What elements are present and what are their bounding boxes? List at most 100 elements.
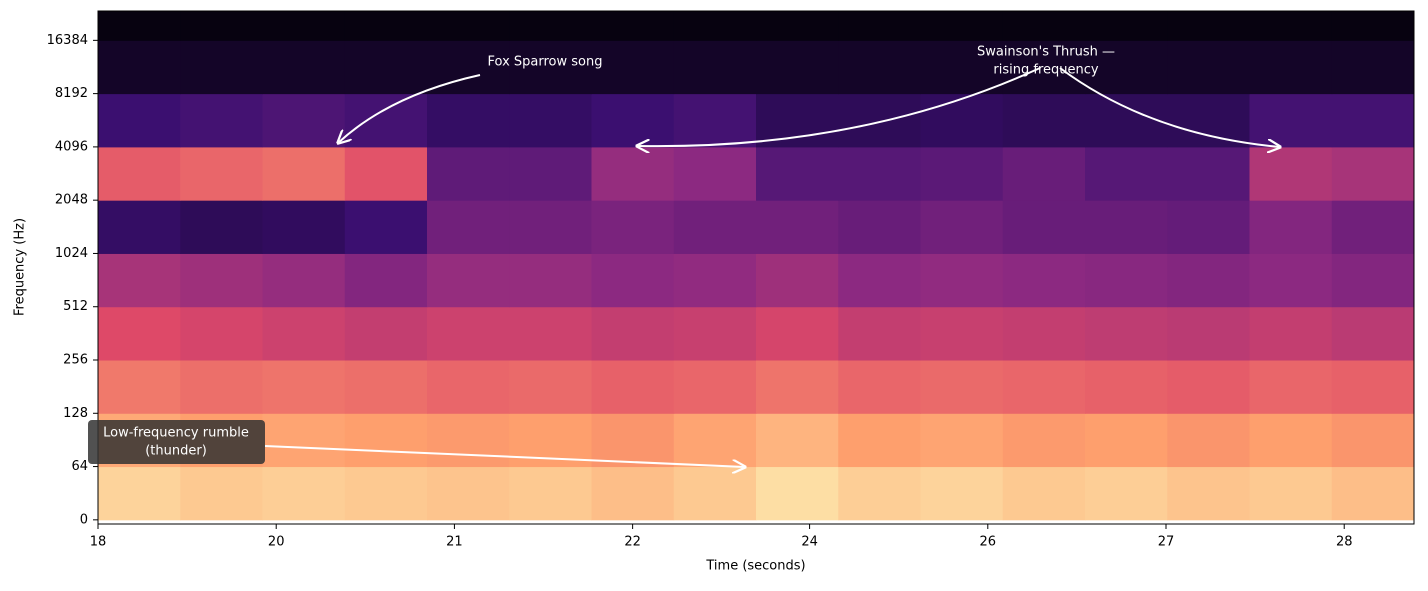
x-tick-label: 20	[268, 535, 285, 550]
spectrogram-cell	[1085, 40, 1168, 95]
spectrogram-cell	[509, 146, 592, 201]
spectrogram-cell	[673, 93, 757, 148]
spectrogram-cell	[98, 11, 181, 41]
spectrogram-cell	[180, 11, 263, 41]
spectrogram-cell	[180, 306, 263, 361]
spectrogram-cell	[98, 306, 181, 361]
spectrogram-cell	[838, 413, 921, 468]
spectrogram-cell	[920, 40, 1004, 95]
spectrogram-cell	[180, 360, 263, 414]
spectrogram-cell	[1249, 466, 1333, 521]
spectrogram-cell	[920, 253, 1004, 308]
spectrogram-cell	[262, 360, 346, 414]
spectrogram-cell	[1002, 93, 1086, 148]
spectrogram-cell	[1167, 360, 1250, 414]
spectrogram-cell	[838, 200, 921, 254]
spectrogram-cell	[509, 93, 592, 148]
spectrogram-cell	[838, 93, 921, 148]
spectrogram-cell	[838, 466, 921, 521]
spectrogram-cell	[920, 306, 1004, 361]
spectrogram-cell	[344, 93, 428, 148]
spectrogram-cell	[920, 413, 1004, 468]
y-axis-label: Frequency (Hz)	[13, 218, 28, 316]
spectrogram-cell	[1002, 200, 1086, 254]
x-tick-label: 24	[801, 535, 818, 550]
spectrogram-cell	[756, 11, 839, 41]
spectrogram-cell	[344, 40, 428, 95]
spectrogram-cell	[591, 146, 675, 201]
spectrogram-cell	[1331, 40, 1415, 95]
spectrogram-cell	[180, 466, 263, 521]
spectrogram-cell	[1167, 200, 1250, 254]
spectrogram-cell	[98, 360, 181, 414]
spectrogram-cell	[180, 146, 263, 201]
spectrogram-cell	[1085, 253, 1168, 308]
spectrogram-cell	[838, 40, 921, 95]
spectrogram-cell	[838, 360, 921, 414]
spectrogram-cell	[262, 413, 346, 468]
spectrogram-cell	[673, 413, 757, 468]
spectrogram-cell	[673, 360, 757, 414]
spectrogram-cell	[673, 11, 757, 41]
spectrogram-cell	[1002, 11, 1086, 41]
spectrogram-cell	[673, 253, 757, 308]
spectrogram-cell	[1331, 360, 1415, 414]
y-tick-label: 512	[63, 299, 88, 314]
spectrogram-cell	[427, 93, 510, 148]
y-tick-label: 1024	[55, 246, 88, 261]
arrow	[637, 67, 1041, 146]
spectrogram-cell	[1085, 360, 1168, 414]
spectrogram-cell	[509, 306, 592, 361]
spectrogram-cell	[756, 200, 839, 254]
spectrogram-cell	[1249, 306, 1333, 361]
spectrogram-cell	[673, 146, 757, 201]
spectrogram-cell	[591, 40, 675, 95]
spectrogram-cell	[920, 93, 1004, 148]
spectrogram-cell	[344, 253, 428, 308]
spectrogram-cell	[1085, 413, 1168, 468]
spectrogram-cell	[1085, 93, 1168, 148]
spectrogram-cell	[98, 253, 181, 308]
spectrogram-cell	[756, 253, 839, 308]
spectrogram-cell	[920, 360, 1004, 414]
spectrogram-cell	[1249, 253, 1333, 308]
spectrogram-cell	[262, 11, 346, 41]
spectrogram-cell	[1167, 253, 1250, 308]
spectrogram-cell	[1002, 360, 1086, 414]
annotation: (thunder)	[145, 444, 207, 459]
spectrogram-cell	[1085, 306, 1168, 361]
spectrogram-cell	[1167, 466, 1250, 521]
x-tick-label: 18	[90, 535, 107, 550]
x-tick-label: 22	[624, 535, 641, 550]
arrow	[1059, 67, 1280, 147]
spectrogram-cell	[591, 413, 675, 468]
spectrogram-cell	[673, 200, 757, 254]
spectrogram-cell	[180, 93, 263, 148]
x-tick-label: 28	[1336, 535, 1353, 550]
spectrogram-cell	[344, 306, 428, 361]
spectrogram-cell	[344, 11, 428, 41]
spectrogram-cell	[1085, 11, 1168, 41]
spectrogram-cell	[1002, 466, 1086, 521]
spectrogram-cell	[1249, 146, 1333, 201]
spectrogram-cell	[1331, 200, 1415, 254]
spectrogram-cell	[1331, 466, 1415, 521]
spectrogram-cell	[262, 40, 346, 95]
spectrogram-cell	[920, 200, 1004, 254]
spectrogram-cell	[673, 306, 757, 361]
spectrogram-cell	[756, 40, 839, 95]
spectrogram	[98, 11, 1415, 521]
spectrogram-cell	[262, 253, 346, 308]
spectrogram-cell	[591, 93, 675, 148]
spectrogram-cell	[427, 306, 510, 361]
spectrogram-cell	[1002, 146, 1086, 201]
annotation: rising frequency	[993, 63, 1098, 78]
spectrogram-cell	[1167, 306, 1250, 361]
arrow	[338, 74, 481, 143]
spectrogram-cell	[344, 360, 428, 414]
spectrogram-cell	[262, 466, 346, 521]
spectrogram-cell	[591, 200, 675, 254]
spectrogram-cell	[344, 413, 428, 468]
spectrogram-cell	[1167, 93, 1250, 148]
